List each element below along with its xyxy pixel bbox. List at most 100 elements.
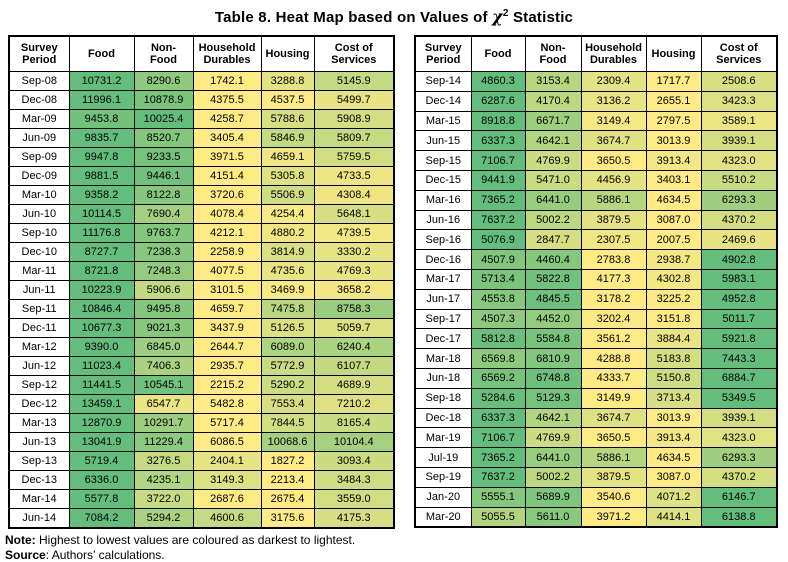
table-row: Dec-16 4507.9 4460.4 2783.8 2938.7 4902.8 bbox=[414, 249, 778, 270]
col-header-label: Household Durables bbox=[585, 42, 642, 66]
col-header-label: Survey Period bbox=[424, 42, 462, 66]
value-cell: 4880.2 bbox=[260, 223, 315, 243]
value-cell: 3149.4 bbox=[580, 110, 647, 132]
table-row: Dec-11 10677.3 9021.3 3437.9 5126.5 5059.7 bbox=[8, 318, 395, 338]
value-cell: 3149.3 bbox=[192, 470, 262, 490]
col-header-label: Survey Period bbox=[20, 42, 58, 66]
value-cell: 3589.1 bbox=[700, 110, 778, 132]
value-cell: 5506.9 bbox=[260, 185, 315, 205]
table-row: Sep-09 9947.8 9233.5 3971.5 4659.1 5759.5 bbox=[8, 147, 395, 167]
table-body-left: Sep-08 10731.2 8290.6 1742.1 3288.8 5145.9 Dec… bbox=[8, 71, 395, 529]
survey-period-cell: Jun-18 bbox=[414, 367, 472, 389]
value-cell: 5713.4 bbox=[470, 268, 526, 290]
table-row: Mar-18 6569.8 6810.9 4288.8 5183.8 7443.3 bbox=[414, 348, 778, 369]
survey-period-cell: Sep-10 bbox=[8, 223, 70, 243]
table-row: Sep-19 7637.2 5002.2 3879.5 3087.0 4370.2 bbox=[414, 466, 778, 488]
table-row: Mar-11 8721.8 7248.3 4077.5 4735.6 4769.3 bbox=[8, 261, 395, 281]
col-header-non-food: Non-Food bbox=[133, 35, 194, 72]
col-header-cost-of-services: Cost of Services bbox=[313, 35, 395, 72]
value-cell: 5717.4 bbox=[192, 413, 262, 433]
source-label: Source bbox=[5, 548, 46, 562]
value-cell: 7637.2 bbox=[470, 466, 526, 488]
value-cell: 3149.9 bbox=[580, 387, 647, 409]
value-cell: 6547.7 bbox=[133, 394, 194, 414]
value-cell: 9763.7 bbox=[133, 223, 194, 243]
value-cell: 2404.1 bbox=[192, 451, 262, 471]
value-cell: 5921.8 bbox=[700, 328, 778, 350]
value-cell: 3814.9 bbox=[260, 242, 315, 262]
table-row: Dec-08 11996.1 10878.9 4375.5 4537.5 5499.7 bbox=[8, 90, 395, 110]
value-cell: 3540.6 bbox=[580, 486, 647, 508]
value-cell: 3658.2 bbox=[313, 280, 395, 300]
title-prefix: Table 8. Heat Map based on Values of bbox=[214, 9, 493, 26]
table-row: Sep-17 4507.3 4452.0 3202.4 3151.8 5011.7 bbox=[414, 308, 778, 330]
value-cell: 5002.2 bbox=[524, 466, 582, 488]
value-cell: 2687.6 bbox=[192, 489, 262, 509]
value-cell: 2258.9 bbox=[192, 242, 262, 262]
value-cell: 2007.5 bbox=[645, 229, 702, 251]
table-row: Dec-17 5812.8 5584.8 3561.2 3884.4 5921.8 bbox=[414, 328, 778, 350]
col-header-survey-period: Survey Period bbox=[8, 35, 70, 72]
survey-period-cell: Sep-12 bbox=[8, 375, 70, 395]
value-cell: 4452.0 bbox=[524, 308, 582, 330]
value-cell: 5759.5 bbox=[313, 147, 395, 167]
value-cell: 3013.9 bbox=[645, 130, 702, 152]
value-cell: 6089.0 bbox=[260, 337, 315, 357]
col-header-non-food: Non-Food bbox=[524, 35, 582, 72]
value-cell: 7365.2 bbox=[470, 447, 526, 468]
survey-period-cell: Sep-14 bbox=[414, 71, 472, 92]
value-cell: 4642.1 bbox=[524, 130, 582, 152]
header-row: Survey Period Food Non-Food Household Du… bbox=[8, 35, 395, 72]
survey-period-cell: Sep-09 bbox=[8, 147, 70, 167]
value-cell: 4370.2 bbox=[700, 466, 778, 488]
value-cell: 6107.7 bbox=[313, 356, 395, 376]
value-cell: 5471.0 bbox=[524, 169, 582, 191]
survey-period-cell: Mar-14 bbox=[8, 489, 70, 509]
value-cell: 7637.2 bbox=[470, 209, 526, 231]
value-cell: 5510.2 bbox=[700, 169, 778, 191]
value-cell: 6569.8 bbox=[470, 348, 526, 369]
note: Note: Highest to lowest values are colou… bbox=[5, 533, 788, 547]
value-cell: 5183.8 bbox=[645, 348, 702, 369]
value-cell: 4414.1 bbox=[645, 506, 702, 528]
value-cell: 5648.1 bbox=[313, 204, 395, 224]
table-header-right: Survey Period Food Non-Food Household Du… bbox=[414, 35, 778, 72]
survey-period-cell: Dec-11 bbox=[8, 318, 70, 338]
value-cell: 7475.8 bbox=[260, 299, 315, 319]
value-cell: 8122.8 bbox=[133, 185, 194, 205]
header-row: Survey Period Food Non-Food Household Du… bbox=[414, 35, 778, 72]
value-cell: 7690.4 bbox=[133, 204, 194, 224]
survey-period-cell: Sep-18 bbox=[414, 387, 472, 409]
table-row: Mar-15 8918.8 6671.7 3149.4 2797.5 3589.1 bbox=[414, 110, 778, 132]
value-cell: 5055.5 bbox=[470, 506, 526, 528]
survey-period-cell: Sep-08 bbox=[8, 71, 70, 91]
value-cell: 4845.5 bbox=[524, 288, 582, 310]
survey-period-cell: Mar-20 bbox=[414, 506, 472, 528]
value-cell: 9233.5 bbox=[133, 147, 194, 167]
survey-period-cell: Mar-17 bbox=[414, 268, 472, 290]
survey-period-cell: Sep-16 bbox=[414, 229, 472, 251]
value-cell: 5305.8 bbox=[260, 166, 315, 186]
value-cell: 4507.9 bbox=[470, 249, 526, 270]
value-cell: 5908.9 bbox=[313, 109, 395, 129]
value-cell: 5349.5 bbox=[700, 387, 778, 409]
value-cell: 3674.7 bbox=[580, 130, 647, 152]
value-cell: 4175.3 bbox=[313, 508, 395, 529]
value-cell: 4553.8 bbox=[470, 288, 526, 310]
value-cell: 5772.9 bbox=[260, 356, 315, 376]
survey-period-cell: Jun-09 bbox=[8, 128, 70, 148]
value-cell: 8520.7 bbox=[133, 128, 194, 148]
value-cell: 5788.6 bbox=[260, 109, 315, 129]
value-cell: 8721.8 bbox=[68, 261, 135, 281]
value-cell: 2847.7 bbox=[524, 229, 582, 251]
table-row: Dec-18 6337.3 4642.1 3674.7 3013.9 3939.1 bbox=[414, 407, 778, 429]
survey-period-cell: Mar-11 bbox=[8, 261, 70, 281]
survey-period-cell: Mar-16 bbox=[414, 189, 472, 211]
survey-period-cell: Dec-15 bbox=[414, 169, 472, 191]
value-cell: 5059.7 bbox=[313, 318, 395, 338]
value-cell: 7844.5 bbox=[260, 413, 315, 433]
table-row: Jun-11 10223.9 5906.6 3101.5 3469.9 3658.2 bbox=[8, 280, 395, 300]
col-header-household-durables: Household Durables bbox=[580, 35, 647, 72]
value-cell: 2215.2 bbox=[192, 375, 262, 395]
